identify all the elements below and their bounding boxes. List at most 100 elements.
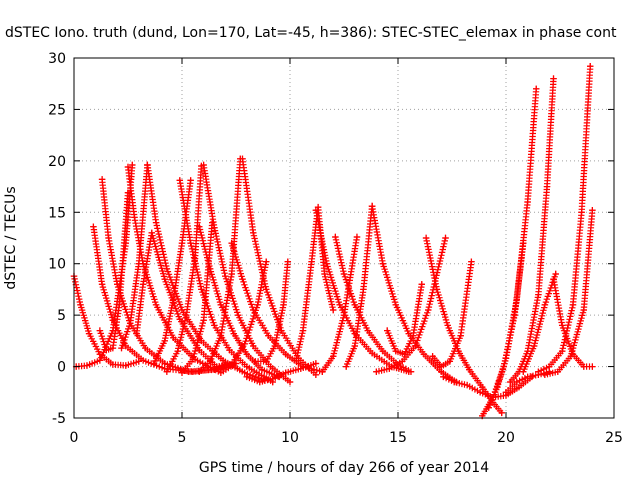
data-point bbox=[232, 360, 240, 367]
data-point bbox=[176, 177, 184, 184]
data-point bbox=[433, 286, 441, 293]
data-point bbox=[422, 234, 430, 242]
data-point bbox=[161, 275, 168, 283]
data-point bbox=[580, 363, 587, 370]
data-point bbox=[135, 260, 142, 267]
y-tick-label: 20 bbox=[48, 154, 66, 170]
data-point bbox=[373, 368, 380, 375]
data-point bbox=[578, 209, 585, 216]
data-series bbox=[200, 161, 294, 386]
data-point bbox=[479, 383, 486, 391]
data-point bbox=[170, 296, 177, 303]
data-point bbox=[530, 342, 538, 350]
data-series bbox=[196, 155, 244, 375]
data-series bbox=[332, 233, 415, 375]
data-point bbox=[222, 272, 229, 280]
data-point bbox=[206, 265, 214, 273]
x-tick-label: 20 bbox=[497, 430, 515, 446]
data-point bbox=[228, 270, 235, 278]
data-point bbox=[131, 214, 138, 221]
x-tick-label: 25 bbox=[605, 430, 623, 446]
data-point bbox=[379, 260, 387, 267]
data-point bbox=[226, 346, 233, 354]
data-series bbox=[96, 189, 132, 354]
data-point bbox=[440, 373, 447, 381]
data-point bbox=[399, 358, 406, 365]
data-point bbox=[587, 63, 594, 70]
data-point bbox=[211, 322, 218, 329]
data-point bbox=[321, 270, 328, 278]
data-point bbox=[122, 342, 130, 350]
y-tick-label: 10 bbox=[48, 257, 66, 273]
data-point bbox=[271, 342, 279, 350]
chart-title: dSTEC Iono. truth (dund, Lon=170, Lat=-4… bbox=[5, 25, 617, 41]
data-point bbox=[580, 306, 587, 314]
data-point bbox=[319, 368, 326, 375]
data-point bbox=[139, 357, 147, 364]
data-point bbox=[360, 286, 367, 293]
data-point bbox=[103, 346, 110, 354]
data-point bbox=[178, 369, 186, 376]
data-series bbox=[133, 229, 233, 370]
data-point bbox=[90, 223, 97, 230]
data-series bbox=[541, 207, 596, 378]
x-tick-label: 5 bbox=[178, 430, 187, 446]
data-point bbox=[96, 357, 104, 364]
y-tick-label: 25 bbox=[48, 102, 66, 118]
data-point bbox=[196, 346, 203, 354]
data-series bbox=[422, 234, 505, 417]
data-point bbox=[254, 301, 261, 309]
data-point bbox=[133, 330, 140, 337]
data-point bbox=[340, 311, 348, 319]
data-point bbox=[144, 161, 151, 169]
series-plus-markers bbox=[239, 155, 320, 378]
data-point bbox=[213, 363, 220, 370]
data-series bbox=[163, 162, 205, 375]
data-point bbox=[412, 342, 419, 350]
data-point bbox=[330, 353, 337, 360]
data-point bbox=[278, 327, 285, 334]
data-point bbox=[336, 301, 343, 309]
data-point bbox=[98, 176, 106, 183]
data-point bbox=[187, 239, 194, 247]
data-point bbox=[284, 258, 292, 265]
data-point bbox=[152, 301, 160, 309]
data-point bbox=[392, 347, 400, 355]
data-point bbox=[466, 366, 473, 373]
data-point bbox=[96, 327, 104, 334]
data-series bbox=[118, 161, 151, 352]
data-point bbox=[364, 327, 371, 334]
data-point bbox=[468, 258, 475, 265]
data-point bbox=[392, 301, 400, 309]
data-point bbox=[524, 373, 531, 381]
data-point bbox=[286, 378, 294, 386]
data-point bbox=[379, 347, 387, 355]
data-point bbox=[429, 353, 436, 360]
data-point bbox=[407, 368, 415, 375]
data-point bbox=[258, 366, 266, 373]
data-point bbox=[541, 301, 549, 309]
data-point bbox=[418, 281, 425, 288]
data-point bbox=[206, 358, 214, 365]
data-series bbox=[502, 368, 553, 396]
data-point bbox=[405, 330, 412, 337]
data-point bbox=[280, 301, 287, 309]
data-point bbox=[446, 358, 454, 365]
plot-area bbox=[70, 63, 596, 420]
data-point bbox=[420, 351, 428, 358]
data-point bbox=[589, 207, 596, 214]
data-point bbox=[558, 347, 566, 355]
data-point bbox=[340, 270, 348, 278]
data-point bbox=[368, 350, 376, 357]
data-point bbox=[129, 161, 136, 169]
data-point bbox=[228, 361, 235, 368]
data-point bbox=[170, 334, 177, 341]
data-point bbox=[187, 177, 194, 184]
x-tick-label: 0 bbox=[70, 430, 79, 446]
data-point bbox=[263, 258, 270, 265]
data-point bbox=[230, 330, 238, 337]
x-tick-label: 15 bbox=[389, 430, 407, 446]
data-point bbox=[535, 291, 542, 298]
data-point bbox=[185, 368, 192, 375]
